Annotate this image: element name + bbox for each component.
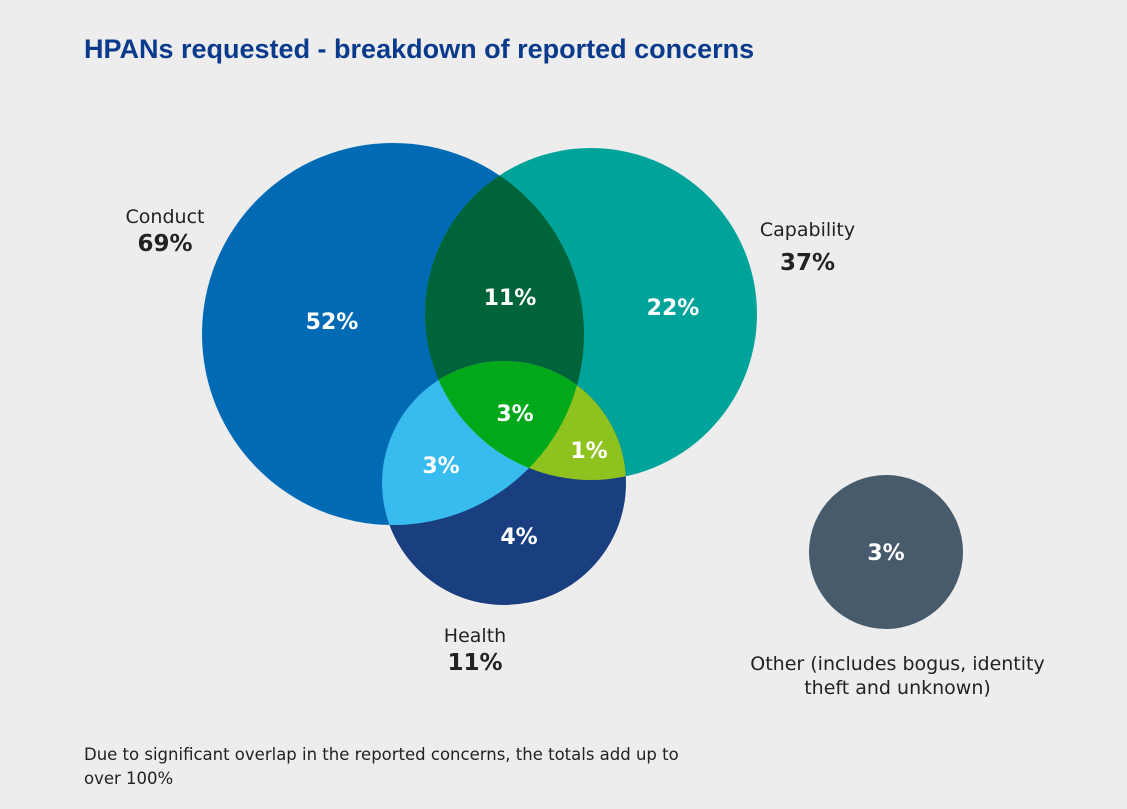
region-other: 3% (867, 541, 904, 566)
region-conduct-capability: 11% (484, 286, 537, 311)
health-label: Health 11% (415, 624, 535, 678)
other-name: Other (includes bogus, identity theft an… (750, 653, 1045, 699)
capability-name: Capability (759, 219, 856, 241)
conduct-name: Conduct (125, 206, 205, 228)
region-conduct-only: 52% (306, 310, 359, 335)
footnote: Due to significant overlap in the report… (84, 745, 679, 788)
region-all-three: 3% (496, 402, 533, 427)
region-health-only: 4% (500, 525, 537, 550)
capability-total: 37% (779, 250, 836, 276)
region-capability-health: 1% (570, 439, 607, 464)
health-total: 11% (447, 650, 503, 676)
capability-label: Capability 37% (745, 218, 870, 278)
conduct-total: 69% (137, 231, 193, 257)
other-circle (809, 475, 963, 629)
region-capability-only: 22% (647, 296, 700, 321)
conduct-label: Conduct 69% (105, 205, 225, 259)
chart-title: HPANs requested - breakdown of reported … (84, 34, 755, 64)
other-label: Other (includes bogus, identity theft an… (730, 652, 1065, 700)
region-conduct-health: 3% (422, 454, 459, 479)
health-name: Health (443, 625, 507, 647)
